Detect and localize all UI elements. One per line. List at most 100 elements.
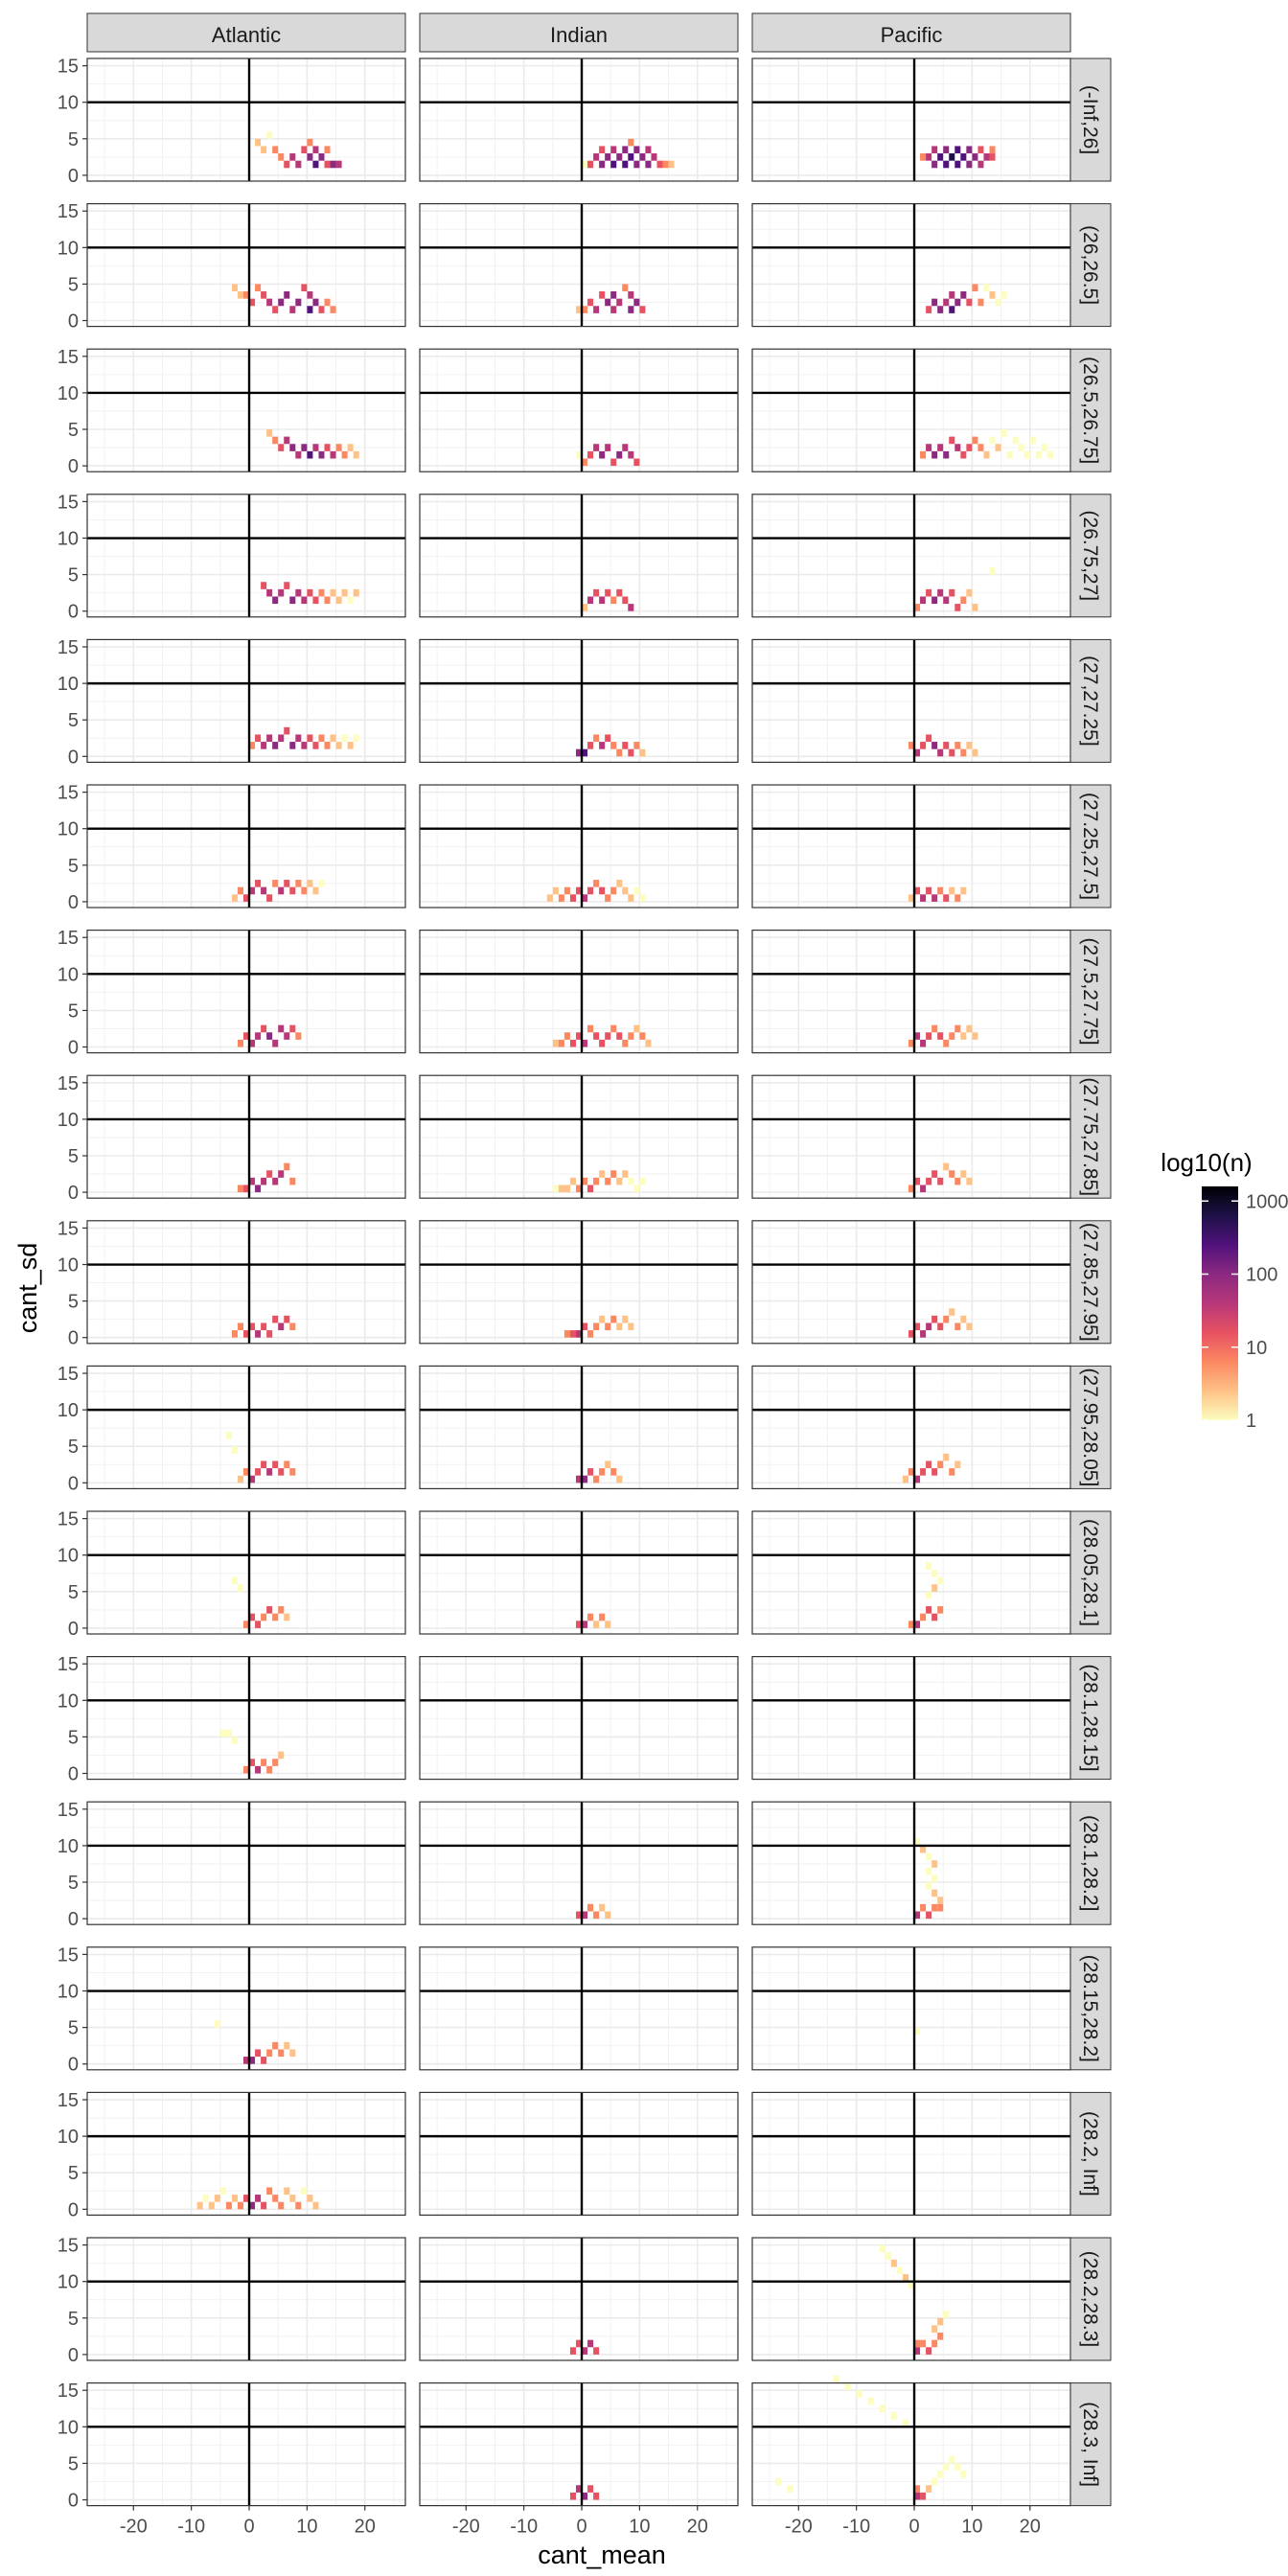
- heat-cell: [966, 1024, 973, 1033]
- heat-cell: [301, 596, 308, 605]
- heat-cell: [932, 1569, 938, 1577]
- y-tick-label: 0: [68, 602, 79, 623]
- x-tick-label: 20: [1020, 2517, 1041, 2538]
- heat-cell: [272, 1315, 279, 1323]
- heat-cell: [914, 604, 921, 611]
- heat-cell: [668, 160, 675, 169]
- heat-cell: [237, 1584, 243, 1592]
- facet-panel: [419, 58, 739, 182]
- heat-cell: [932, 2477, 938, 2486]
- heat-cell: [575, 748, 583, 757]
- y-tick-label: 5: [68, 1582, 79, 1603]
- panel-border: [86, 1074, 406, 1199]
- heat-cell: [1046, 450, 1053, 459]
- heat-cell: [575, 886, 583, 895]
- heat-cell: [278, 1170, 285, 1178]
- heat-cell: [255, 1032, 262, 1040]
- y-tick-label: 15: [58, 1218, 79, 1239]
- panel-border: [419, 638, 739, 764]
- heat-cell: [318, 306, 325, 313]
- heat-cell: [335, 444, 342, 451]
- y-tick-label: 0: [68, 1328, 79, 1349]
- y-tick-label: 5: [68, 2309, 79, 2330]
- heat-cell: [295, 880, 302, 887]
- heat-cell: [582, 306, 588, 313]
- row-strip-label: (28.2, Inf]: [1079, 2111, 1101, 2196]
- facet-panel: [86, 1801, 406, 1925]
- heat-cell: [569, 2492, 576, 2500]
- heat-cell: [920, 1845, 927, 1853]
- heat-cell: [937, 444, 944, 451]
- panel-border: [419, 1074, 739, 1199]
- row-strip: [1070, 348, 1112, 472]
- heat-cell: [546, 894, 553, 902]
- heat-cell: [633, 742, 640, 749]
- heat-cell: [937, 588, 944, 597]
- heat-cell: [639, 1032, 646, 1040]
- heat-cell: [908, 1184, 915, 1193]
- heat-cell: [954, 1024, 961, 1033]
- heat-cell: [266, 734, 273, 743]
- facet-panel: [419, 784, 739, 908]
- heat-cell: [605, 153, 611, 161]
- heat-cell: [787, 2485, 794, 2493]
- heat-cell: [926, 588, 932, 597]
- heat-cell: [582, 1911, 588, 1920]
- heat-cell: [593, 1621, 600, 1628]
- y-tick-label: 15: [58, 1509, 79, 1530]
- panel-border: [86, 638, 406, 764]
- heat-cell: [575, 1032, 583, 1040]
- panel-border: [751, 348, 1071, 472]
- heat-cell: [593, 2492, 600, 2500]
- y-tick-label: 0: [68, 456, 79, 477]
- heat-cell: [932, 894, 938, 902]
- y-tick-label: 5: [68, 856, 79, 877]
- y-tick-label: 0: [68, 892, 79, 913]
- heat-cell: [628, 291, 634, 299]
- heat-cell: [202, 2195, 209, 2202]
- legend-break-label: 10: [1246, 1338, 1267, 1359]
- panel-border: [419, 58, 739, 182]
- heat-cell: [312, 146, 319, 154]
- heat-cell: [920, 2492, 927, 2500]
- y-tick-label: 15: [58, 1073, 79, 1094]
- heat-cell: [616, 153, 623, 161]
- heat-cell: [289, 306, 296, 313]
- heat-cell: [242, 1330, 250, 1338]
- heat-cell: [255, 734, 262, 743]
- row-strip: [1070, 1801, 1112, 1925]
- heat-cell: [214, 2195, 220, 2202]
- panels-layer: [86, 58, 1071, 2507]
- heat-cell: [949, 153, 955, 161]
- heat-cell: [569, 1330, 576, 1338]
- panel-border: [419, 494, 739, 618]
- heat-cell: [960, 1170, 967, 1178]
- heat-cell: [616, 450, 623, 459]
- heat-cell: [278, 1024, 285, 1033]
- y-tick-label: 5: [68, 129, 79, 150]
- heat-cell: [605, 298, 611, 307]
- heat-cell: [628, 748, 634, 757]
- heat-cell: [261, 1460, 267, 1469]
- row-strip-label: (27.5,27.75]: [1079, 938, 1101, 1046]
- heat-cell: [261, 582, 267, 589]
- heat-cell: [628, 604, 634, 611]
- y-tick-label: 5: [68, 420, 79, 441]
- heat-cell: [575, 1330, 583, 1338]
- facet-panel: [751, 1074, 1071, 1199]
- heat-cell: [599, 1903, 606, 1912]
- heat-cell: [575, 2485, 583, 2493]
- heat-cell: [231, 894, 238, 902]
- heat-cell: [932, 1024, 938, 1033]
- heat-cell: [312, 742, 319, 749]
- heat-cell: [249, 1039, 256, 1047]
- facet-panel: [86, 1074, 406, 1199]
- heat-cell: [347, 742, 354, 749]
- heat-cell: [272, 880, 279, 887]
- heat-cell: [278, 298, 285, 307]
- row-strip: [1070, 1510, 1112, 1635]
- y-axis-title: cant_sd: [13, 1243, 42, 1334]
- facet-panel: [86, 2237, 406, 2361]
- panel-border: [419, 1655, 739, 1781]
- heat-cell: [954, 298, 961, 307]
